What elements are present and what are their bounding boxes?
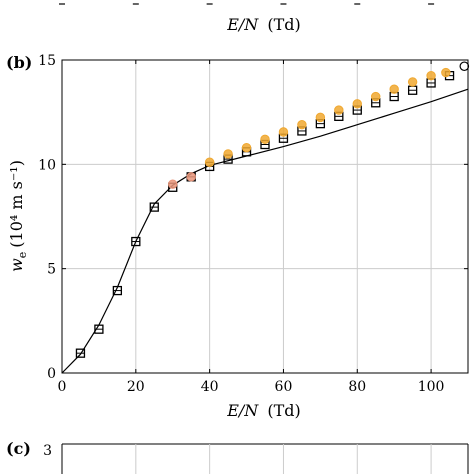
panel-c: (c) 3 (6, 439, 469, 474)
panel-c-y-tick-label: 3 (43, 443, 52, 459)
x-tick-label: 60 (275, 379, 293, 395)
x-tick-label: 100 (418, 379, 445, 395)
panel-b-line-series (61, 88, 469, 374)
circle-marker (407, 77, 418, 87)
panel-b-ticks: 0 20 40 60 80 100 0 5 10 15 (38, 53, 468, 395)
x-tick-label: 40 (201, 379, 219, 395)
panel-b-ylabel: we(10⁴ m s⁻¹) (7, 160, 29, 272)
open-circle-marker (459, 61, 470, 72)
circle-marker (223, 149, 233, 159)
circle-marker (441, 67, 451, 78)
panel-a-remnant: E/N (Td) (59, 3, 435, 34)
y-tick-label: 0 (47, 366, 56, 382)
y-tick-label: 5 (47, 262, 56, 278)
circle-marker (297, 119, 307, 130)
panel-a-xlabel: E/N (Td) (226, 15, 301, 34)
x-tick-label: 80 (348, 379, 366, 395)
circle-marker (278, 127, 289, 137)
circle-marker (334, 105, 344, 115)
circle-marker (371, 91, 381, 102)
panel-b: (b) 0 20 40 60 80 100 0 5 10 15 E/N (Td) we(10⁴ m… (6, 53, 470, 420)
circle-marker (241, 142, 252, 153)
panel-b-frame (61, 59, 469, 374)
panel-c-label: (c) (6, 439, 31, 458)
circle-marker (186, 172, 196, 182)
circle-marker (315, 112, 326, 123)
circle-marker (426, 70, 436, 81)
circle-marker (352, 99, 362, 109)
panel-b-points (75, 61, 470, 358)
y-tick-label: 10 (38, 157, 56, 173)
circle-marker (260, 134, 270, 144)
panel-b-xlabel: E/N (Td) (226, 401, 301, 420)
fit-curve (61, 88, 469, 374)
circle-marker (168, 179, 178, 189)
panel-b-grid (62, 60, 468, 373)
x-tick-label: 0 (58, 379, 67, 395)
circle-marker (389, 84, 399, 94)
panel-b-label: (b) (6, 53, 32, 72)
y-tick-label: 15 (38, 53, 56, 69)
circle-marker (204, 157, 215, 167)
x-tick-label: 20 (127, 379, 145, 395)
panel-c-frame (61, 443, 469, 474)
